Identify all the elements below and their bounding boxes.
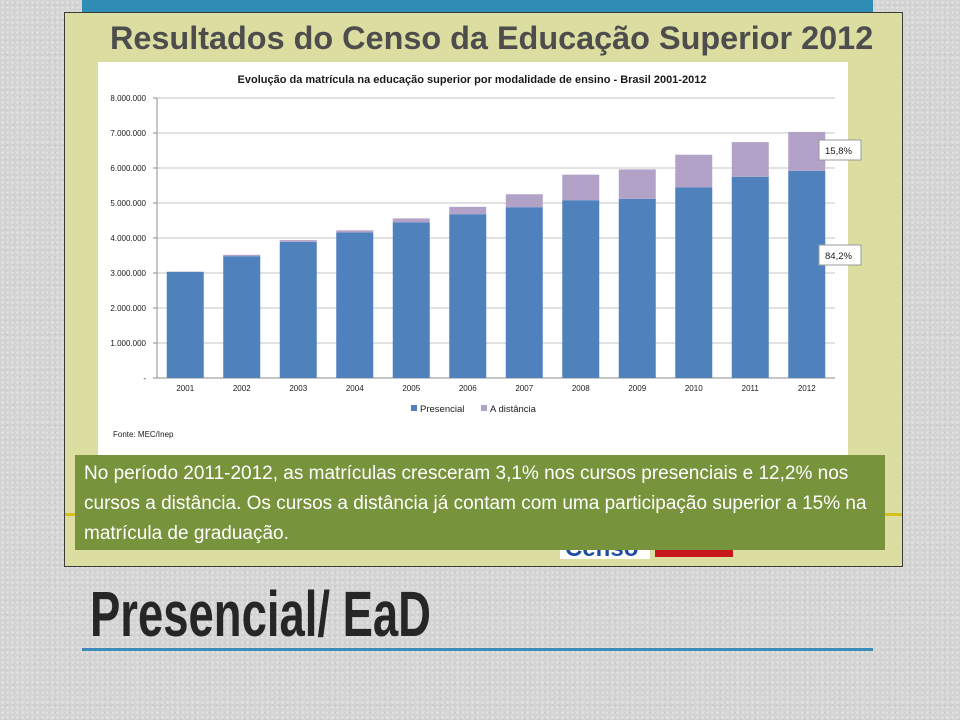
bar-presencial-2011: [731, 176, 769, 378]
bar-presencial-2007: [505, 207, 543, 378]
embedded-slide-image: Resultados do Censo da Educação Superior…: [64, 12, 903, 567]
bar-a-distancia-2008: [562, 174, 600, 201]
government-logo: [655, 548, 733, 557]
annotation-label: 15,8%: [825, 146, 852, 157]
y-tick-label: 2.000.000: [110, 304, 146, 313]
bar-a-distancia-2007: [505, 194, 543, 208]
embedded-title: Resultados do Censo da Educação Superior…: [110, 20, 874, 56]
annotation-box: [818, 139, 862, 161]
x-tick-label: 2011: [742, 384, 760, 393]
bar-presencial-2003: [279, 241, 317, 378]
bar-presencial-2009: [618, 198, 656, 378]
x-tick-label: 2006: [459, 384, 477, 393]
x-tick-label: 2008: [572, 384, 590, 393]
chart-source: Fonte: MEC/Inep: [113, 430, 174, 439]
bar-presencial-2006: [449, 214, 487, 378]
bar-a-distancia-2005: [392, 218, 430, 223]
x-tick-label: 2004: [346, 384, 364, 393]
bar-a-distancia-2010: [675, 154, 713, 188]
bar-a-distancia-2011: [731, 142, 769, 177]
bar-a-distancia-2003: [279, 240, 317, 242]
note-line: matrícula de graduação.: [84, 523, 289, 544]
bar-presencial-2001: [166, 271, 204, 378]
bar-a-distancia-2002: [223, 254, 261, 257]
bar-a-distancia-2009: [618, 169, 656, 199]
note-line: cursos a distância. Os cursos a distânci…: [84, 493, 867, 514]
annotation-label: 84,2%: [825, 251, 852, 262]
x-tick-label: 2003: [289, 384, 307, 393]
bar-a-distancia-2006: [449, 206, 487, 215]
annotation-box: [818, 244, 862, 266]
x-tick-label: 2001: [176, 384, 194, 393]
y-tick-label: 4.000.000: [110, 234, 146, 243]
note-line: No período 2011-2012, as matrículas cres…: [84, 463, 849, 484]
x-tick-label: 2010: [685, 384, 703, 393]
x-tick-label: 2005: [402, 384, 420, 393]
bar-presencial-2010: [675, 187, 713, 378]
chart-title: Evolução da matrícula na educação superi…: [238, 74, 707, 86]
y-tick-label: 3.000.000: [110, 269, 146, 278]
legend-label-a-distancia: A distância: [490, 404, 537, 415]
note-box: No período 2011-2012, as matrículas cres…: [75, 455, 885, 550]
y-tick-label: 8.000.000: [110, 94, 146, 103]
y-tick-label: 6.000.000: [110, 164, 146, 173]
stacked-bar-chart: Evolução da matrícula na educação superi…: [110, 74, 862, 439]
legend-swatch-a-distancia: [481, 405, 487, 411]
legend-label-presencial: Presencial: [420, 404, 464, 415]
heading-underline: [82, 648, 873, 651]
y-tick-label: 7.000.000: [110, 129, 146, 138]
bar-presencial-2002: [223, 256, 261, 378]
y-tick-label: -: [143, 374, 146, 383]
bar-presencial-2012: [788, 170, 826, 378]
y-tick-label: 5.000.000: [110, 199, 146, 208]
x-tick-label: 2012: [798, 384, 816, 393]
bar-presencial-2008: [562, 200, 600, 378]
bar-a-distancia-2004: [336, 230, 374, 233]
bar-presencial-2004: [336, 232, 374, 378]
bar-presencial-2005: [392, 222, 430, 378]
x-tick-label: 2009: [628, 384, 646, 393]
x-tick-label: 2002: [233, 384, 251, 393]
top-accent-bar: [82, 0, 873, 12]
slide-heading: Presencial/ EaD: [90, 578, 431, 650]
legend-swatch-presencial: [411, 405, 417, 411]
x-tick-label: 2007: [515, 384, 533, 393]
y-tick-label: 1.000.000: [110, 339, 146, 348]
